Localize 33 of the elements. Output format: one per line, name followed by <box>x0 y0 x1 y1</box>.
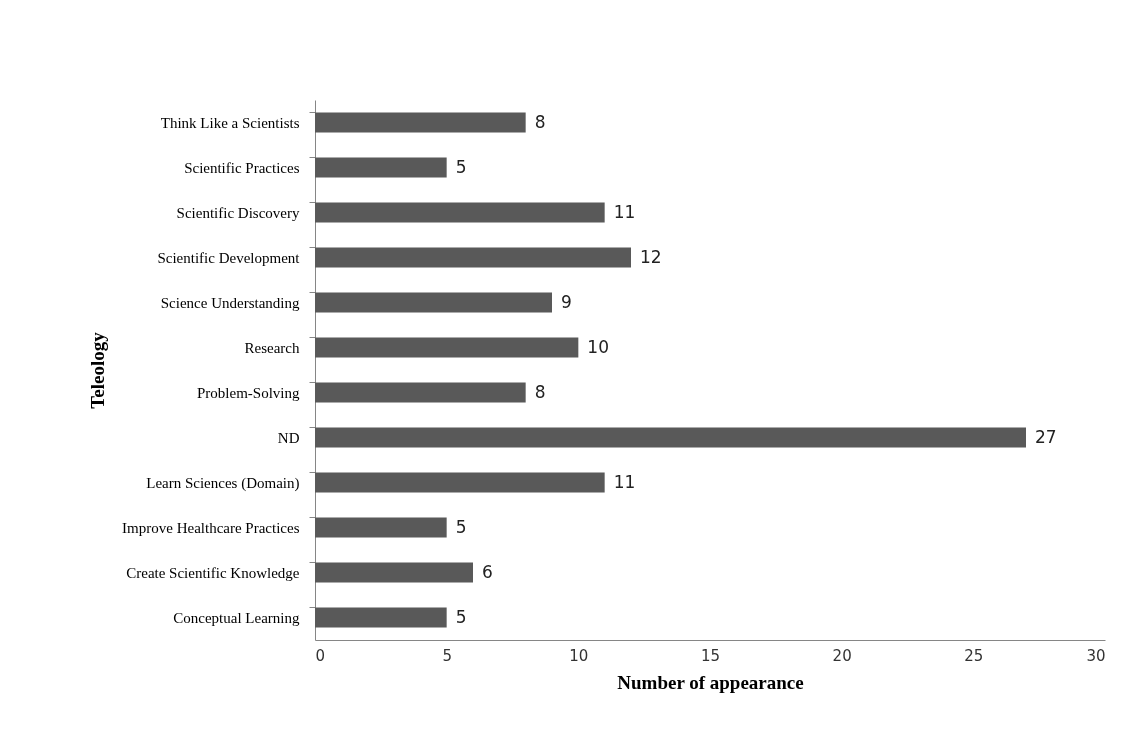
y-tick-label: Scientific Development <box>157 249 301 266</box>
y-tick-label: Science Understanding <box>160 294 300 311</box>
data-label: 10 <box>587 336 609 357</box>
y-tick-label: Create Scientific Knowledge <box>126 564 300 581</box>
x-tick-label: 25 <box>964 646 984 665</box>
y-tick-label: Scientific Discovery <box>176 204 300 221</box>
x-tick-label: 0 <box>315 646 326 665</box>
data-label: 27 <box>1035 426 1057 447</box>
data-label: 5 <box>455 156 467 177</box>
data-label: 11 <box>613 201 636 222</box>
x-tick-label: 15 <box>700 646 721 665</box>
x-tick-label: 5 <box>442 646 452 665</box>
y-tick-label: Think Like a Scientists <box>160 114 300 131</box>
y-tick-label: Problem-Solving <box>196 384 300 401</box>
x-tick-label: 20 <box>832 646 852 665</box>
y-axis-title: Teleology <box>87 331 109 409</box>
y-tick-label: Research <box>244 339 300 356</box>
data-label: 6 <box>482 561 493 582</box>
data-label: 12 <box>640 246 662 267</box>
data-label: 8 <box>534 381 546 402</box>
data-label: 9 <box>561 291 572 312</box>
y-tick-label: Improve Healthcare Practices <box>122 519 300 536</box>
y-tick-label: Scientific Practices <box>184 159 300 176</box>
y-tick-label: Conceptual Learning <box>173 609 300 626</box>
x-tick-label: 10 <box>569 646 589 665</box>
data-label: 5 <box>455 606 467 627</box>
x-tick-label: 30 <box>1086 646 1106 665</box>
data-label: 8 <box>534 111 546 132</box>
y-tick-label: ND <box>277 429 300 446</box>
x-axis-title: Number of appearance <box>617 671 804 693</box>
y-tick-label: Learn Sciences (Domain) <box>146 474 300 492</box>
data-label: 5 <box>455 516 467 537</box>
data-label: 11 <box>613 471 636 492</box>
